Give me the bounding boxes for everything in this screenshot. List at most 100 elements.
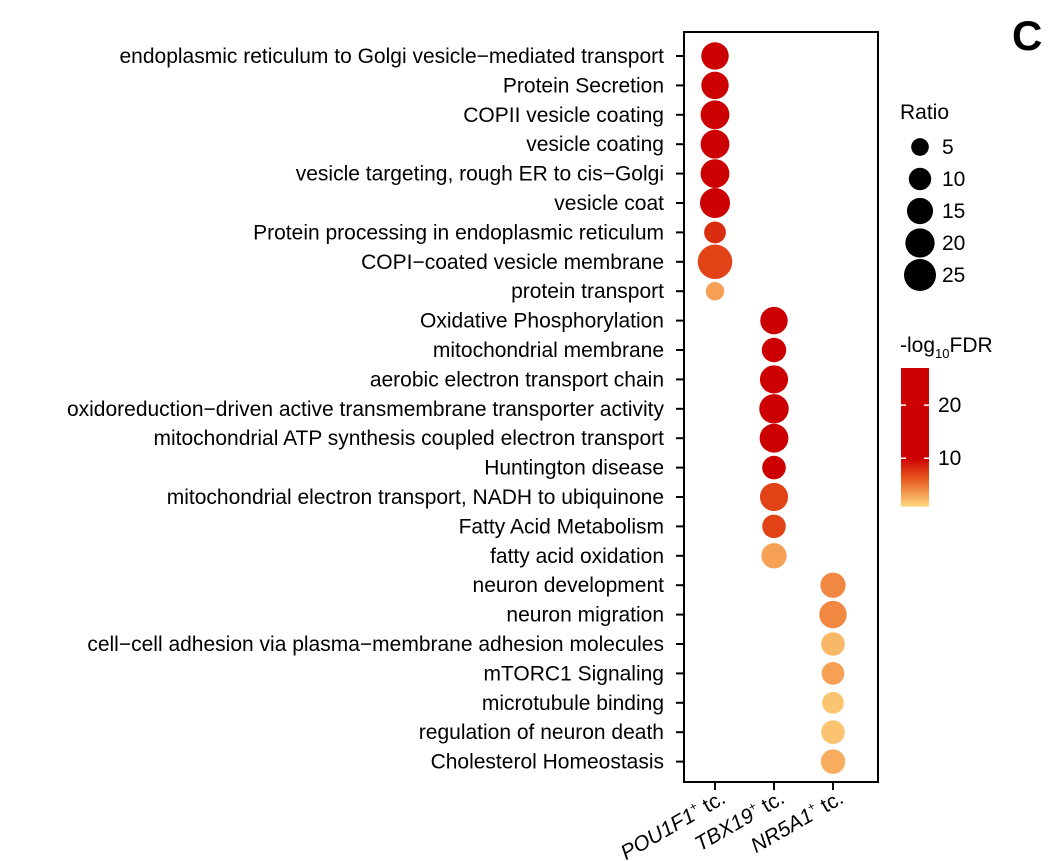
fdr-colorbar-segment [901, 499, 929, 502]
fdr-colorbar-segment [901, 411, 929, 415]
ratio-legend-marker [905, 228, 935, 258]
fdr-colorbar-segment [901, 420, 929, 424]
data-point [821, 720, 845, 744]
fdr-colorbar-segment [901, 402, 929, 406]
fdr-colorbar-segment [901, 368, 929, 371]
fdr-colorbar-segment [901, 374, 929, 378]
x-axis: POU1F1+ tc.TBX19+ tc.NR5A1+ tc. [617, 782, 848, 861]
ratio-legend-label: 25 [942, 264, 965, 287]
y-tick-label: COPI−coated vesicle membrane [361, 251, 664, 274]
data-point [697, 244, 733, 280]
fdr-colorbar-label: 10 [938, 447, 961, 470]
fdr-colorbar-segment [901, 386, 929, 390]
fdr-colorbar-segment [901, 478, 929, 482]
y-tick-label: Cholesterol Homeostasis [431, 751, 664, 774]
data-point [761, 337, 787, 363]
y-tick-label: neuron migration [506, 604, 664, 627]
y-tick-label: Huntington disease [484, 457, 664, 480]
data-point [821, 632, 845, 656]
y-tick-label: endoplasmic reticulum to Golgi vesicle−m… [119, 45, 664, 68]
data-point [762, 514, 786, 539]
fdr-colorbar-segment [901, 462, 929, 466]
fdr-colorbar-segment [901, 441, 929, 445]
fdr-colorbar-segment [901, 381, 929, 385]
data-point [760, 306, 788, 335]
data-point [761, 543, 787, 569]
fdr-colorbar-segment [901, 494, 929, 498]
fdr-colorbar-segment [901, 416, 929, 420]
fdr-colorbar-segment [901, 492, 929, 496]
y-tick-label: regulation of neuron death [419, 721, 664, 744]
data-point [701, 71, 729, 100]
y-tick-label: protein transport [511, 280, 664, 303]
fdr-colorbar-segment [901, 372, 929, 376]
fdr-legend-title: -log10FDR [900, 334, 993, 361]
fdr-colorbar-segment [901, 430, 929, 433]
fdr-colorbar-segment [901, 473, 929, 477]
data-point [759, 482, 789, 512]
data-point [700, 100, 730, 130]
fdr-colorbar-segment [901, 434, 929, 438]
data-point [701, 42, 729, 70]
data-point [700, 129, 730, 159]
fdr-colorbar-segment [901, 469, 929, 473]
y-tick-label: Fatty Acid Metabolism [459, 515, 664, 538]
data-point [822, 691, 844, 714]
data-point [699, 187, 731, 219]
data-point [759, 394, 789, 424]
y-tick-label: mTORC1 Signaling [483, 662, 664, 685]
fdr-colorbar-segment [901, 489, 929, 493]
y-tick-label: fatty acid oxidation [490, 545, 664, 568]
fdr-colorbar-segment [901, 457, 929, 461]
fdr-legend: -log10FDR 10 20 [900, 334, 993, 507]
y-tick-label: cell−cell adhesion via plasma−membrane a… [87, 633, 664, 656]
ratio-legend-marker [908, 167, 932, 191]
y-tick-label: neuron development [473, 574, 665, 597]
fdr-colorbar-segment [901, 370, 929, 374]
ratio-legend: Ratio 5 10 15 20 25 [900, 101, 965, 291]
y-tick-label: aerobic electron transport chain [370, 368, 664, 391]
fdr-colorbar-segment [901, 377, 929, 381]
y-tick-label: mitochondrial membrane [433, 339, 664, 362]
fdr-colorbar-segment [901, 432, 929, 436]
data-points [697, 42, 847, 774]
data-point [759, 365, 789, 394]
y-axis: endoplasmic reticulum to Golgi vesicle−m… [67, 45, 684, 774]
fdr-colorbar-segment [901, 443, 929, 447]
plot-frame [683, 31, 879, 783]
data-point [821, 662, 845, 685]
fdr-colorbar-segment [901, 400, 929, 404]
ratio-legend-label: 20 [942, 232, 965, 255]
fdr-colorbar-segment [901, 450, 929, 454]
y-tick-label: mitochondrial electron transport, NADH t… [167, 486, 664, 509]
fdr-colorbar-segment [901, 393, 929, 397]
fdr-colorbar-segment [901, 464, 929, 468]
fdr-colorbar-segment [901, 480, 929, 484]
plot-area [683, 31, 879, 783]
fdr-colorbar-segment [901, 448, 929, 452]
fdr-colorbar-segment [901, 446, 929, 450]
fdr-colorbar-segment [901, 391, 929, 394]
y-tick-label: vesicle targeting, rough ER to cis−Golgi [296, 163, 664, 186]
fdr-colorbar-segment [901, 496, 929, 500]
data-point [704, 221, 726, 244]
fdr-colorbar-segment [901, 485, 929, 489]
fdr-colorbar-segment [901, 439, 929, 443]
y-tick-label: vesicle coating [526, 133, 664, 156]
fdr-colorbar-segment [901, 407, 929, 410]
fdr-colorbar-segment [901, 425, 929, 429]
fdr-colorbar-segment [901, 414, 929, 417]
ratio-legend-marker [904, 259, 936, 291]
y-tick-label: Protein Secretion [503, 74, 664, 97]
data-point [820, 572, 846, 598]
fdr-colorbar-segment [901, 404, 929, 408]
fdr-colorbar-segment [901, 397, 929, 401]
y-tick-label: Protein processing in endoplasmic reticu… [253, 221, 664, 244]
fdr-colorbar-segment [901, 455, 929, 459]
y-tick-label: Oxidative Phosphorylation [420, 310, 664, 333]
fdr-colorbar-segment [901, 466, 929, 470]
fdr-colorbar-segment [901, 471, 929, 475]
fdr-colorbar-segment [901, 409, 929, 413]
fdr-colorbar-segment [901, 487, 929, 491]
